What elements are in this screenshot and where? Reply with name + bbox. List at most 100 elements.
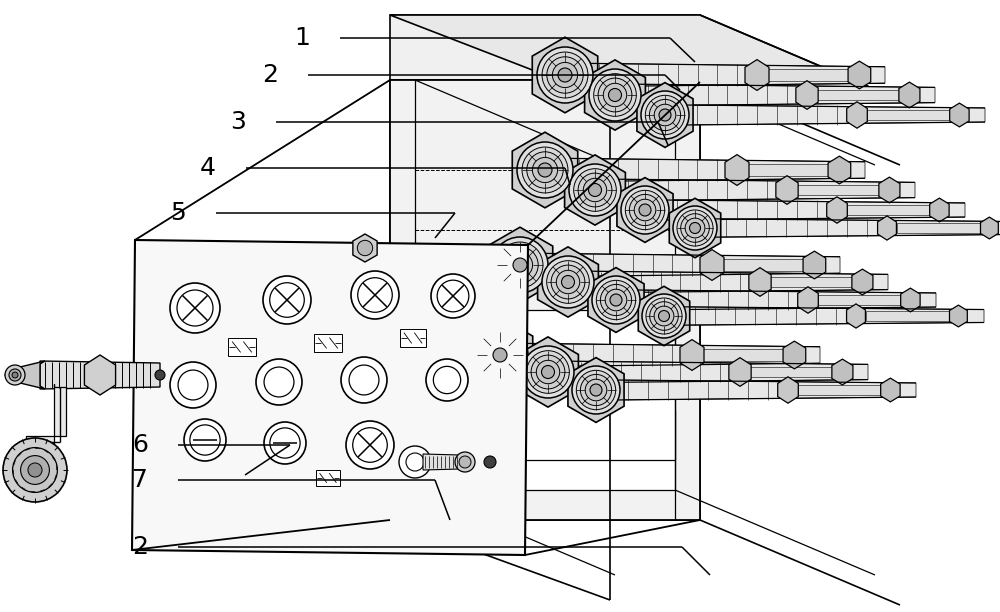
Circle shape <box>677 210 713 246</box>
Circle shape <box>493 348 507 362</box>
Text: 2: 2 <box>262 63 278 87</box>
Circle shape <box>547 57 583 93</box>
Circle shape <box>690 223 700 234</box>
Circle shape <box>634 199 656 221</box>
Circle shape <box>484 456 496 468</box>
Circle shape <box>542 256 594 308</box>
Circle shape <box>507 252 533 278</box>
Polygon shape <box>702 349 788 361</box>
Circle shape <box>600 285 632 316</box>
Bar <box>314 334 342 352</box>
Polygon shape <box>532 37 598 113</box>
Circle shape <box>654 104 676 126</box>
Circle shape <box>406 453 424 471</box>
Circle shape <box>5 365 25 385</box>
Polygon shape <box>778 377 798 403</box>
Circle shape <box>353 428 387 462</box>
Polygon shape <box>680 340 704 370</box>
Circle shape <box>646 298 682 334</box>
Circle shape <box>190 425 220 455</box>
Polygon shape <box>518 337 578 407</box>
Circle shape <box>497 242 543 288</box>
Polygon shape <box>899 82 920 108</box>
Bar <box>415 395 675 460</box>
Circle shape <box>351 271 399 319</box>
Circle shape <box>681 214 709 242</box>
Circle shape <box>513 258 527 272</box>
Polygon shape <box>565 155 625 225</box>
Circle shape <box>639 204 651 216</box>
Circle shape <box>598 78 632 112</box>
Polygon shape <box>578 271 888 293</box>
Circle shape <box>12 372 18 378</box>
Circle shape <box>28 463 42 477</box>
Circle shape <box>569 164 621 216</box>
Polygon shape <box>585 60 645 130</box>
Circle shape <box>437 280 469 312</box>
Polygon shape <box>827 197 847 223</box>
Circle shape <box>472 327 528 383</box>
Polygon shape <box>866 312 952 321</box>
Circle shape <box>574 169 616 211</box>
Circle shape <box>264 422 306 464</box>
Polygon shape <box>637 83 693 147</box>
Circle shape <box>170 362 216 408</box>
Circle shape <box>9 369 21 381</box>
Polygon shape <box>487 227 553 303</box>
Polygon shape <box>897 223 983 233</box>
Polygon shape <box>673 307 984 325</box>
Polygon shape <box>847 304 865 328</box>
Circle shape <box>578 173 612 207</box>
Polygon shape <box>797 185 883 195</box>
Circle shape <box>558 68 572 82</box>
Circle shape <box>572 366 620 414</box>
Polygon shape <box>568 357 624 422</box>
Circle shape <box>650 302 678 330</box>
Circle shape <box>603 83 627 106</box>
Polygon shape <box>750 367 836 378</box>
Bar <box>390 80 700 520</box>
Polygon shape <box>558 361 868 383</box>
Circle shape <box>642 294 686 338</box>
Polygon shape <box>949 305 967 327</box>
Polygon shape <box>852 269 873 295</box>
Circle shape <box>625 190 665 230</box>
Circle shape <box>538 163 552 177</box>
Circle shape <box>585 379 607 401</box>
Polygon shape <box>467 317 533 393</box>
Circle shape <box>685 218 705 238</box>
Polygon shape <box>770 277 856 288</box>
Circle shape <box>605 289 627 311</box>
Polygon shape <box>729 357 751 386</box>
Polygon shape <box>798 385 884 395</box>
Circle shape <box>399 446 431 478</box>
Polygon shape <box>531 253 840 277</box>
Polygon shape <box>390 15 900 100</box>
Circle shape <box>155 370 165 380</box>
Circle shape <box>621 186 669 234</box>
Polygon shape <box>767 69 853 81</box>
Polygon shape <box>828 156 851 184</box>
Polygon shape <box>655 200 965 220</box>
Polygon shape <box>776 176 798 204</box>
Polygon shape <box>538 247 598 317</box>
Polygon shape <box>747 164 833 176</box>
Text: 5: 5 <box>170 201 186 225</box>
Polygon shape <box>638 286 690 346</box>
Circle shape <box>341 357 387 403</box>
Circle shape <box>532 157 558 182</box>
Text: 6: 6 <box>132 433 148 457</box>
Circle shape <box>592 276 640 324</box>
Polygon shape <box>605 179 915 201</box>
Circle shape <box>590 384 602 396</box>
Circle shape <box>658 310 670 321</box>
Polygon shape <box>847 205 933 215</box>
Polygon shape <box>704 218 1000 237</box>
Circle shape <box>177 290 213 326</box>
Circle shape <box>536 360 560 384</box>
Circle shape <box>542 365 554 378</box>
Circle shape <box>522 346 574 398</box>
Text: 7: 7 <box>132 468 148 492</box>
Text: 2: 2 <box>132 535 148 559</box>
Polygon shape <box>512 132 578 208</box>
